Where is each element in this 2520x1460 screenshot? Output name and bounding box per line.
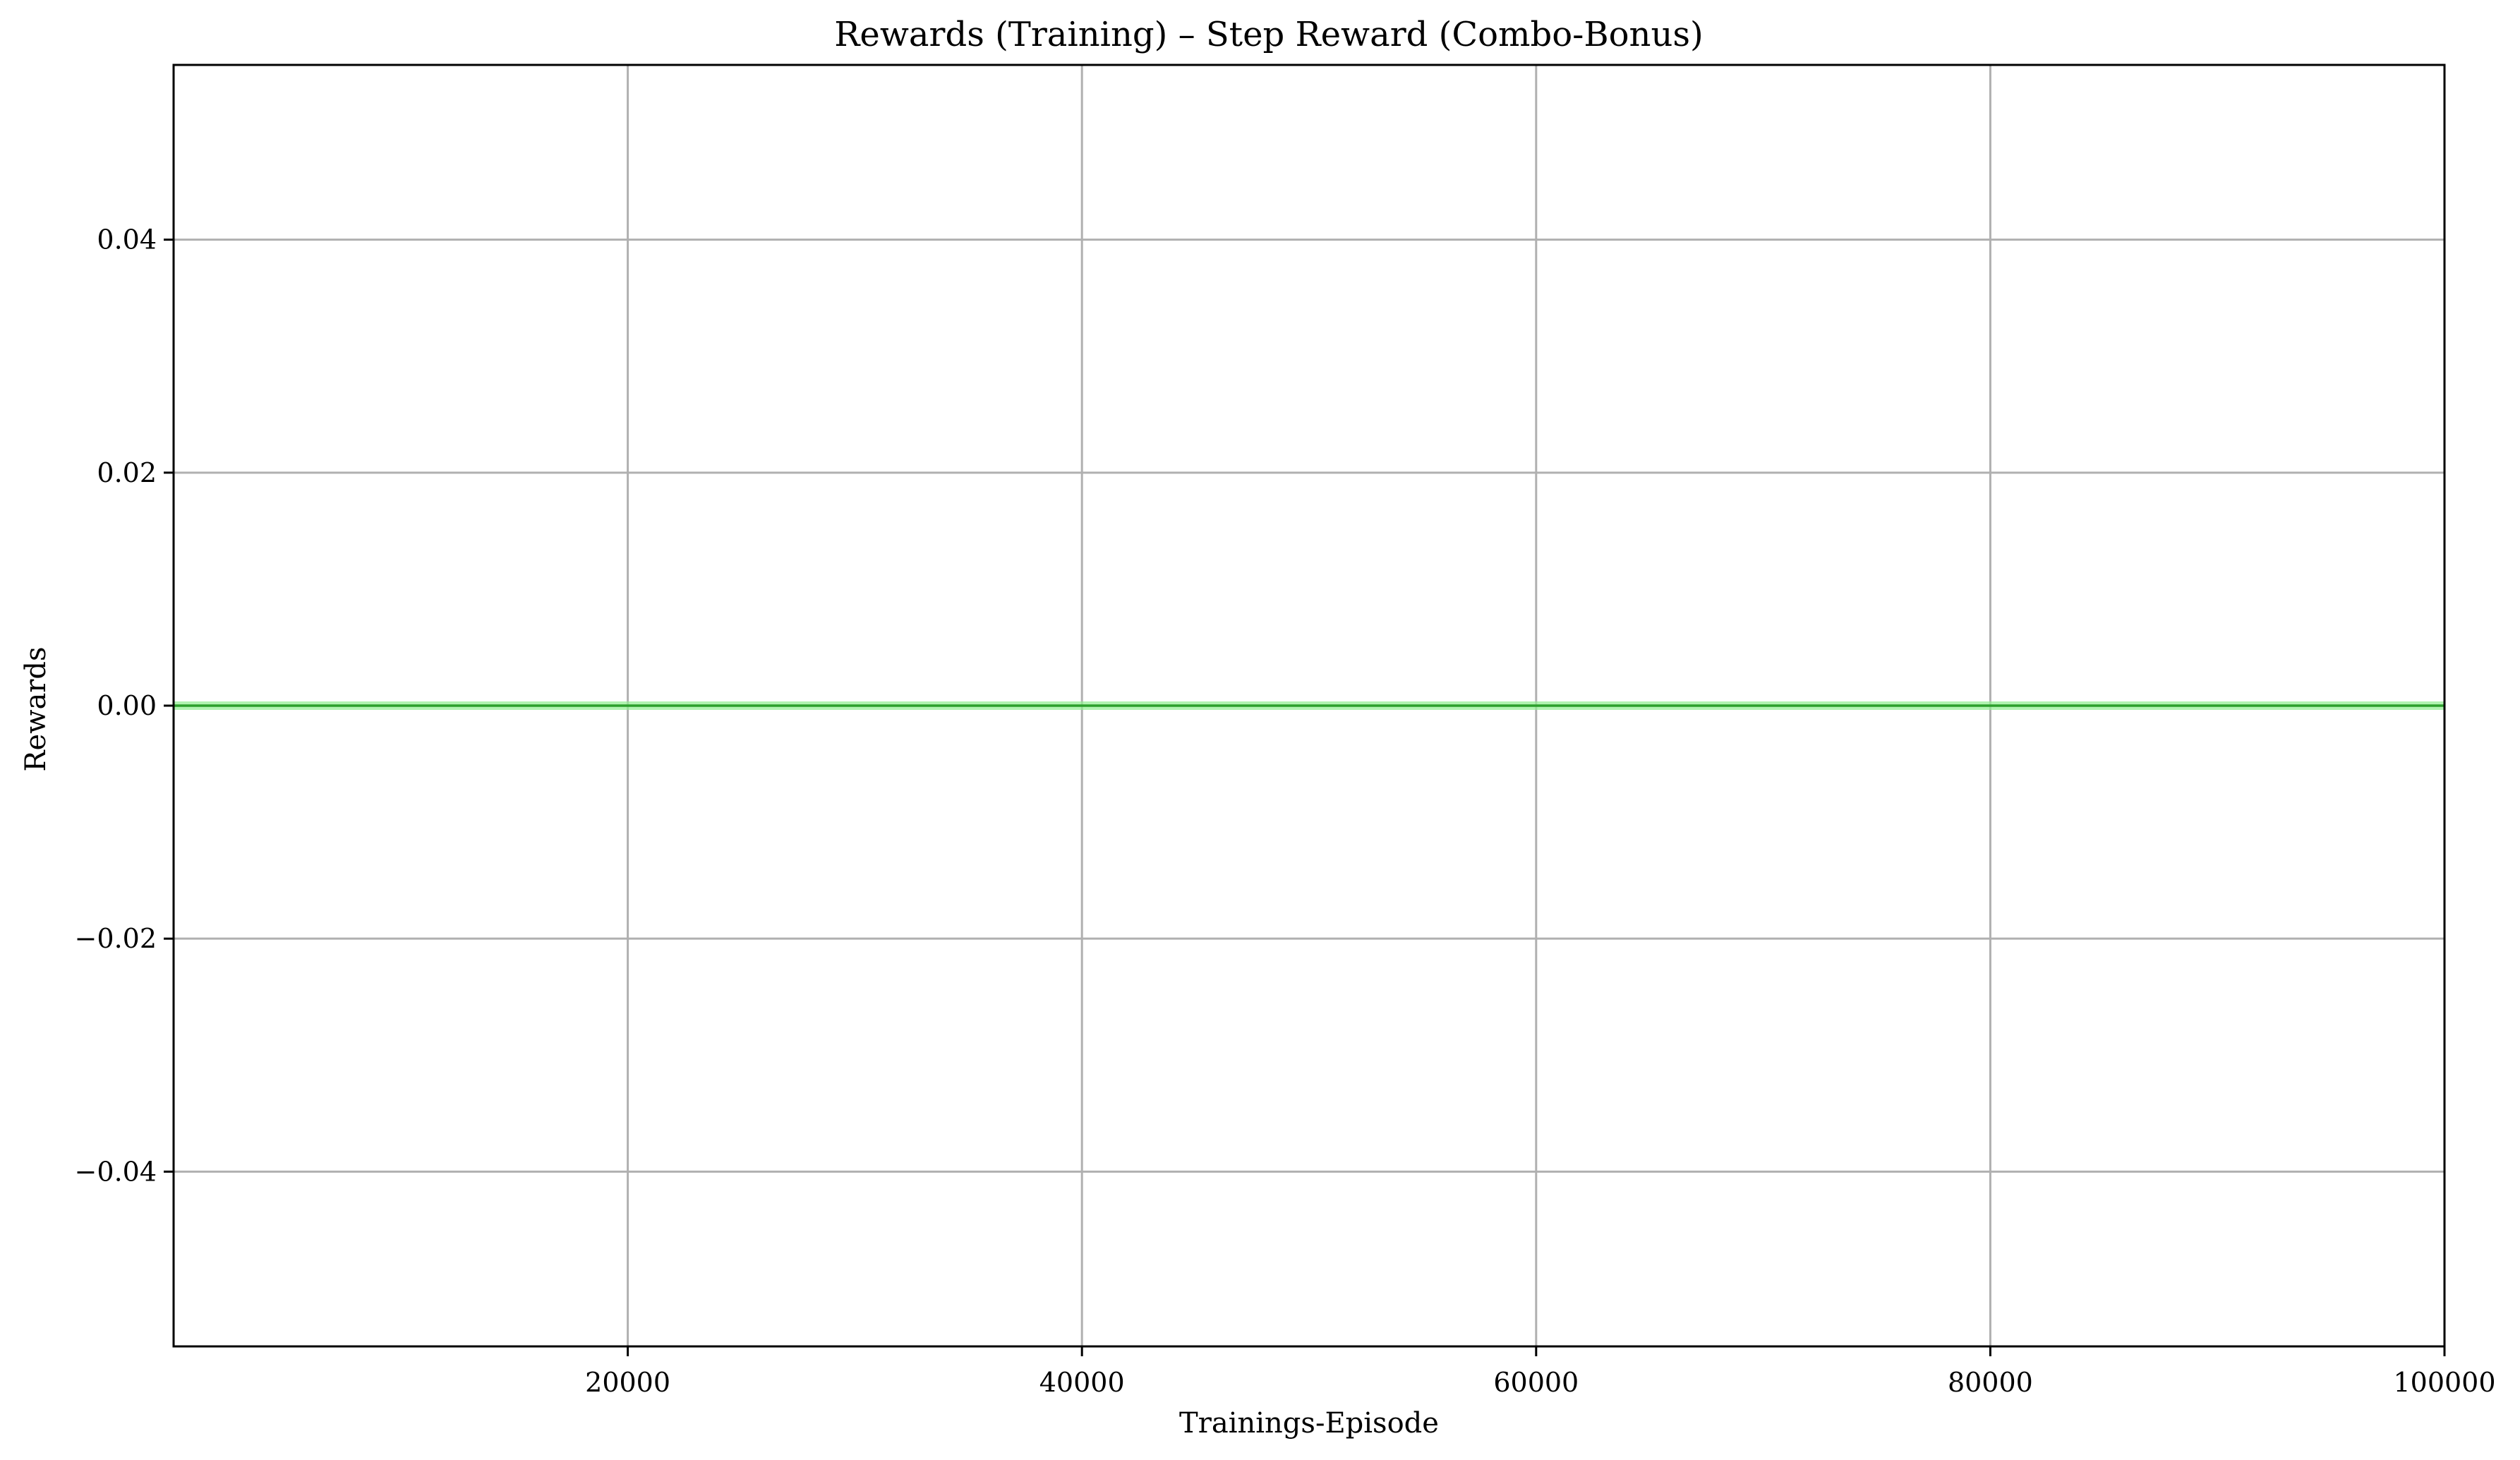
y-tick-label: 0.02 [97,457,157,488]
y-tick-label: −0.04 [75,1156,157,1187]
y-tick-label: 0.00 [97,690,157,721]
y-tick-label: 0.04 [97,224,157,255]
x-tick-label: 20000 [585,1367,670,1398]
x-axis-label: Trainings-Episode [1179,1407,1439,1440]
y-axis-label: Rewards [20,646,52,771]
x-ticks: 20000 40000 60000 80000 100000 [585,1346,2496,1398]
y-ticks: 0.04 0.02 0.00 −0.02 −0.04 [75,224,174,1187]
x-tick-label: 100000 [2393,1367,2495,1398]
x-tick-label: 80000 [1948,1367,2033,1398]
y-tick-label: −0.02 [75,923,157,954]
x-tick-label: 60000 [1493,1367,1579,1398]
chart-title: Rewards (Training) – Step Reward (Combo-… [834,15,1703,54]
x-tick-label: 40000 [1039,1367,1125,1398]
